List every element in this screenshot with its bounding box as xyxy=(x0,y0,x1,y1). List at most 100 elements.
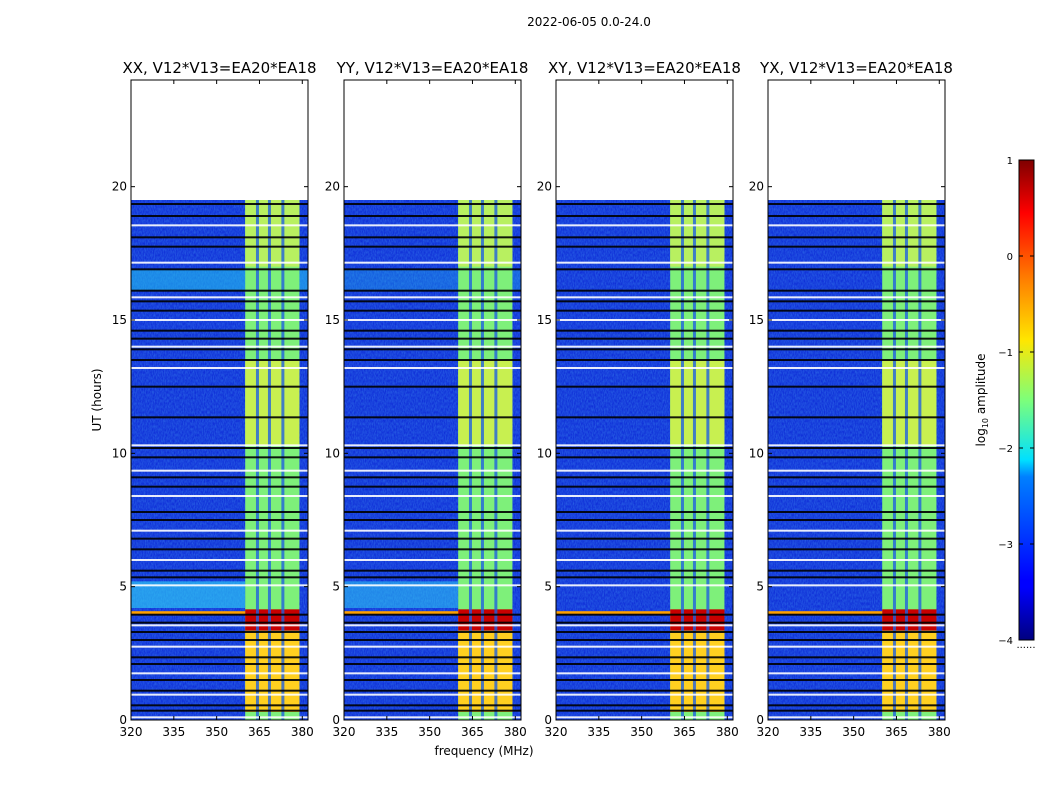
flagged-gap xyxy=(131,367,308,369)
flagged-gap xyxy=(344,296,521,299)
rfi-band-peak xyxy=(882,609,937,631)
colorbar-footer: ...... xyxy=(1016,640,1035,651)
flagged-gap xyxy=(556,469,733,472)
rfi-onset-line xyxy=(344,611,459,615)
y-tick-label: 10 xyxy=(325,446,340,460)
flagged-gap xyxy=(344,309,521,312)
flagged-gap xyxy=(768,576,945,579)
subband-gap xyxy=(692,200,696,720)
flagged-gap xyxy=(344,548,521,551)
flagged-gap xyxy=(556,485,733,488)
flagged-gap xyxy=(768,693,945,696)
flagged-gap xyxy=(131,289,308,292)
rfi-band-bright xyxy=(882,360,937,446)
rfi-band-bright xyxy=(670,360,725,446)
flagged-gap xyxy=(131,672,308,675)
y-axis-label: UT (hours) xyxy=(90,368,104,431)
flagged-gap xyxy=(768,319,945,321)
flagged-gap xyxy=(344,215,521,217)
x-tick-label: 335 xyxy=(799,725,822,739)
flagged-gap xyxy=(344,245,521,248)
flagged-gap xyxy=(344,624,521,627)
flagged-gap xyxy=(768,348,945,351)
x-tick-label: 350 xyxy=(842,725,865,739)
flagged-gap xyxy=(556,456,733,459)
flagged-gap xyxy=(344,656,521,659)
axes-frame xyxy=(343,79,522,721)
rfi-band-strong xyxy=(670,632,725,712)
flagged-gap xyxy=(768,613,945,616)
flagged-gap xyxy=(344,447,521,449)
flagged-gap xyxy=(556,268,733,271)
panels: 320 335 350 365 380 0 5 10 15 20 XX, V12*V13=EA20*… xyxy=(112,59,953,739)
subband-gap xyxy=(892,200,896,720)
flagged-gap xyxy=(556,296,733,299)
flagged-gap xyxy=(768,215,945,217)
flagged-gap xyxy=(344,345,521,348)
y-tick-label: 0 xyxy=(756,713,764,727)
flagged-gap xyxy=(344,359,521,361)
flagged-gap xyxy=(556,385,733,388)
flagged-gap xyxy=(131,584,308,587)
y-tick-label: 20 xyxy=(325,180,340,194)
flagged-gap xyxy=(768,639,945,641)
flagged-gap xyxy=(768,385,945,388)
flagged-gap xyxy=(768,709,945,712)
flagged-gap xyxy=(344,559,521,561)
x-tick-label: 380 xyxy=(716,725,739,739)
flagged-gap xyxy=(768,245,945,248)
flagged-gap xyxy=(131,689,308,692)
subband-gap xyxy=(267,200,271,720)
flagged-gap xyxy=(768,203,945,205)
colorbar: 1 0 −1 −2 −3 −4 log10 amplitude ...... xyxy=(974,156,1036,651)
flagged-gap xyxy=(131,559,308,561)
flagged-gap xyxy=(344,584,521,587)
flagged-gap xyxy=(768,337,945,340)
flagged-gap xyxy=(131,345,308,348)
flagged-gap xyxy=(131,224,308,227)
flagged-gap xyxy=(768,476,945,479)
flagged-gap xyxy=(556,329,733,332)
flagged-gap xyxy=(556,245,733,248)
flagged-gap xyxy=(556,548,733,551)
flagged-gap xyxy=(768,495,945,497)
flagged-gap xyxy=(344,621,521,624)
flagged-gap xyxy=(131,236,308,239)
y-tick-label: 5 xyxy=(544,580,552,594)
flagged-gap xyxy=(131,329,308,332)
flagged-gap xyxy=(768,289,945,292)
flagged-gap xyxy=(131,537,308,540)
flagged-gap xyxy=(131,245,308,248)
flagged-gap xyxy=(768,548,945,551)
flagged-gap xyxy=(344,385,521,388)
flagged-gap xyxy=(768,656,945,659)
x-tick-label: 320 xyxy=(333,725,356,739)
y-tick-label: 20 xyxy=(749,180,764,194)
flagged-gap xyxy=(344,704,521,707)
flagged-gap xyxy=(768,569,945,572)
flagged-gap xyxy=(556,663,733,665)
rfi-band-peak xyxy=(458,609,513,631)
flagged-gap xyxy=(131,624,308,627)
subband-gap xyxy=(918,200,922,720)
panel-yx: 320 335 350 365 380 0 5 10 15 20 YX, V12*V13=EA20*… xyxy=(749,59,953,739)
flagged-gap xyxy=(344,476,521,479)
rfi-band-strong xyxy=(458,632,513,712)
rfi-onset-line xyxy=(768,611,883,615)
flagged-gap xyxy=(768,624,945,627)
colorbar-tick-label: 1 xyxy=(1007,156,1013,167)
flagged-gap xyxy=(131,548,308,551)
y-tick-label: 5 xyxy=(119,580,127,594)
flagged-gap xyxy=(344,663,521,665)
rfi-band-strong xyxy=(882,632,937,712)
flagged-gap xyxy=(556,261,733,264)
x-tick-label: 335 xyxy=(375,725,398,739)
flagged-gap xyxy=(768,416,945,419)
flagged-gap xyxy=(131,663,308,665)
x-tick-label: 365 xyxy=(461,725,484,739)
x-tick-label: 350 xyxy=(630,725,653,739)
y-tick-label: 10 xyxy=(749,446,764,460)
x-tick-label: 335 xyxy=(162,725,185,739)
flagged-gap xyxy=(556,348,733,351)
